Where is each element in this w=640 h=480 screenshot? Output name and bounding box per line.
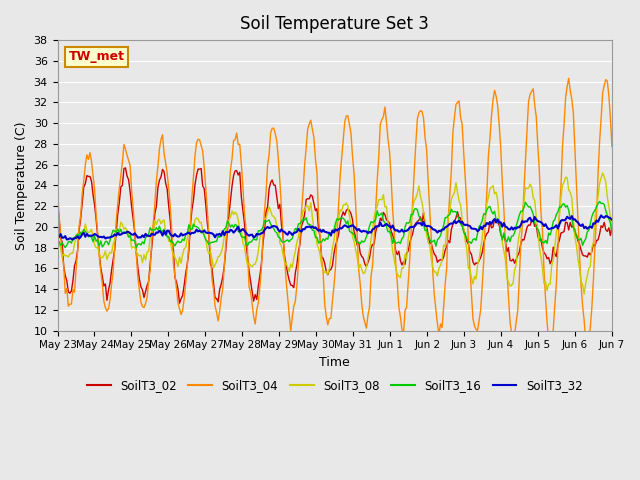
SoilT3_04 [54,186,61,192]
SoilT3_32 [597,213,605,218]
SoilT3_32 [298,228,305,234]
SoilT3_16 [579,242,586,248]
Line: SoilT3_32: SoilT3_32 [58,216,612,240]
SoilT3_16 [54,239,61,244]
SoilT3_02 [300,218,307,224]
SoilT3_02 [250,298,257,304]
SoilT3_32 [123,229,131,235]
SoilT3_16 [608,230,616,236]
Line: SoilT3_04: SoilT3_04 [58,78,612,345]
SoilT3_02 [176,300,184,306]
SoilT3_02 [123,173,131,179]
SoilT3_04 [247,289,255,295]
SoilT3_04 [608,144,616,149]
SoilT3_16 [596,199,604,204]
SoilT3_02 [222,246,230,252]
SoilT3_02 [54,202,61,208]
Y-axis label: Soil Temperature (C): Soil Temperature (C) [15,121,28,250]
SoilT3_16 [61,245,69,251]
Line: SoilT3_16: SoilT3_16 [58,202,612,248]
SoilT3_08 [608,227,616,233]
SoilT3_16 [298,218,305,224]
Line: SoilT3_08: SoilT3_08 [58,173,612,294]
SoilT3_08 [219,244,227,250]
SoilT3_04 [547,342,554,348]
SoilT3_08 [580,291,588,297]
SoilT3_16 [239,235,246,240]
SoilT3_32 [54,233,61,239]
SoilT3_32 [220,232,228,238]
SoilT3_04 [580,317,588,323]
SoilT3_02 [608,223,616,229]
SoilT3_08 [577,279,585,285]
SoilT3_16 [248,238,256,244]
SoilT3_32 [69,237,77,242]
SoilT3_08 [122,225,129,230]
SoilT3_04 [237,161,245,167]
SoilT3_02 [241,220,248,226]
SoilT3_32 [608,217,616,223]
SoilT3_32 [579,221,586,227]
Line: SoilT3_02: SoilT3_02 [58,168,612,303]
SoilT3_32 [248,232,256,238]
SoilT3_04 [565,75,573,81]
SoilT3_08 [247,263,255,268]
SoilT3_04 [296,235,304,241]
Text: TW_met: TW_met [68,50,125,63]
Legend: SoilT3_02, SoilT3_04, SoilT3_08, SoilT3_16, SoilT3_32: SoilT3_02, SoilT3_04, SoilT3_08, SoilT3_… [82,375,588,397]
SoilT3_02 [580,253,588,259]
SoilT3_16 [220,226,228,232]
Title: Soil Temperature Set 3: Soil Temperature Set 3 [240,15,429,33]
SoilT3_08 [237,227,245,232]
SoilT3_04 [122,146,129,152]
X-axis label: Time: Time [319,356,350,369]
SoilT3_08 [296,224,304,230]
SoilT3_08 [599,170,607,176]
SoilT3_04 [219,286,227,292]
SoilT3_16 [123,230,131,236]
SoilT3_02 [122,165,129,171]
SoilT3_32 [239,226,246,232]
SoilT3_08 [54,234,61,240]
